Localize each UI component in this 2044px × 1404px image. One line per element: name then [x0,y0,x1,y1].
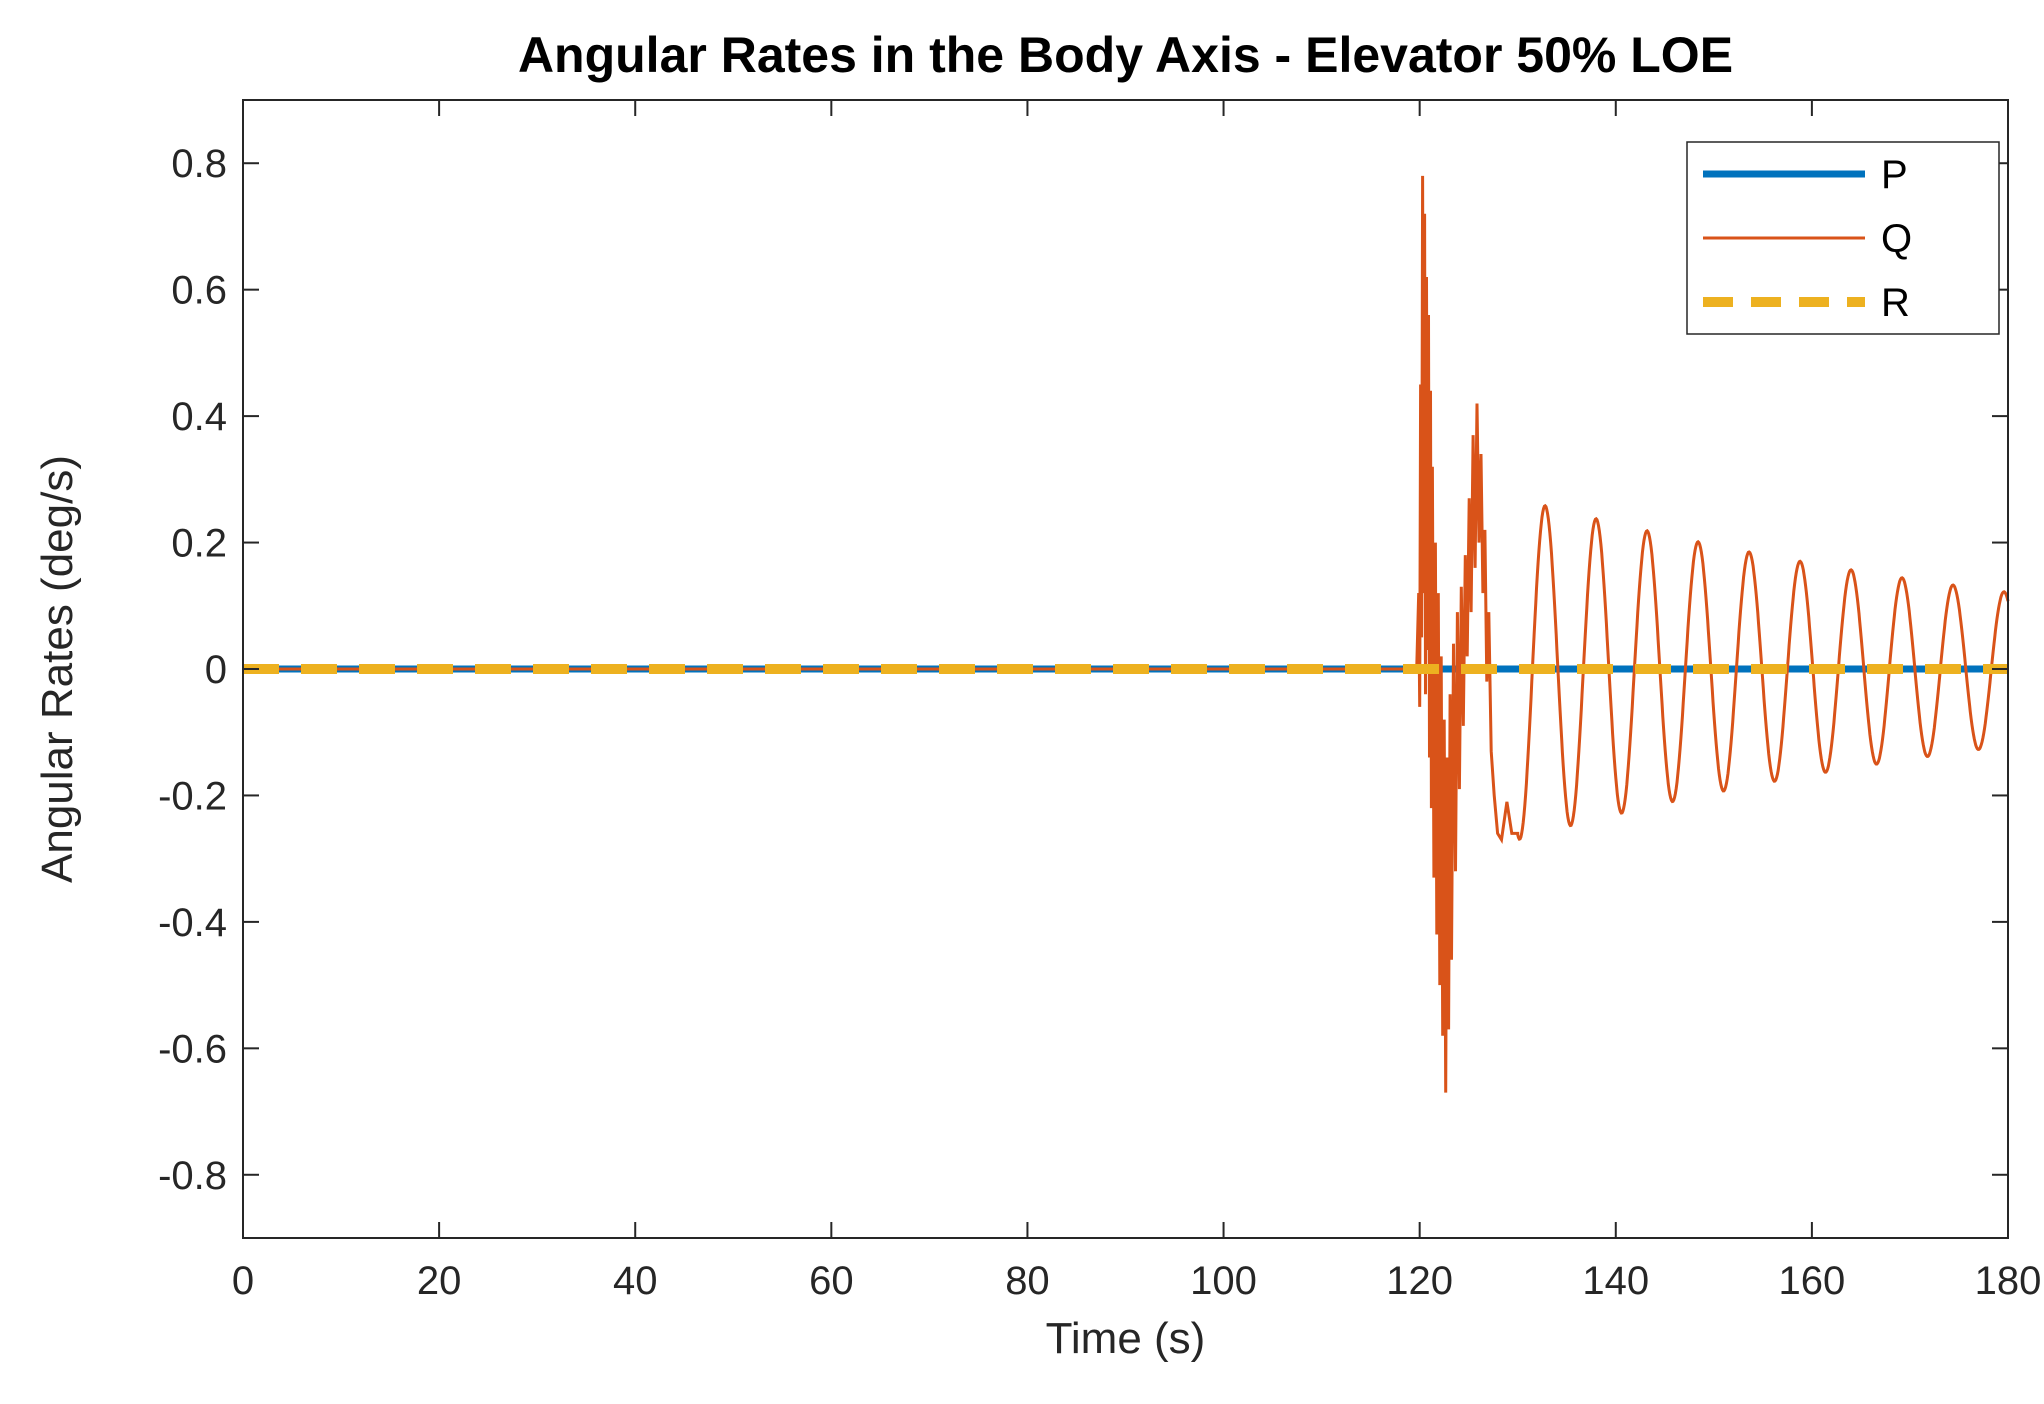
x-tick-label: 100 [1190,1259,1257,1303]
x-tick-label: 40 [613,1259,658,1303]
y-tick-label: -0.2 [158,774,227,818]
y-tick-label: -0.8 [158,1154,227,1198]
y-tick-label: 0.4 [171,395,227,439]
y-tick-label: 0.2 [171,522,227,566]
y-tick-label: 0 [205,648,227,692]
y-axis-label: Angular Rates (deg/s) [33,455,82,883]
legend-label-R: R [1881,281,1910,325]
series-Q-line [243,175,2010,1093]
x-tick-label: 120 [1386,1259,1453,1303]
legend-label-P: P [1881,153,1908,197]
y-tick-label: 0.8 [171,142,227,186]
x-tick-label: 20 [417,1259,462,1303]
y-tick-label: -0.6 [158,1027,227,1071]
x-tick-label: 60 [809,1259,854,1303]
y-tick-label: -0.4 [158,901,227,945]
x-tick-label: 0 [232,1259,254,1303]
x-tick-label: 140 [1582,1259,1649,1303]
y-tick-label: 0.6 [171,269,227,313]
x-tick-label: 80 [1005,1259,1050,1303]
chart-title: Angular Rates in the Body Axis - Elevato… [517,27,1734,83]
x-tick-label: 160 [1779,1259,1846,1303]
legend-label-Q: Q [1881,217,1912,261]
x-tick-label: 180 [1975,1259,2042,1303]
x-axis-label: Time (s) [1045,1314,1206,1363]
